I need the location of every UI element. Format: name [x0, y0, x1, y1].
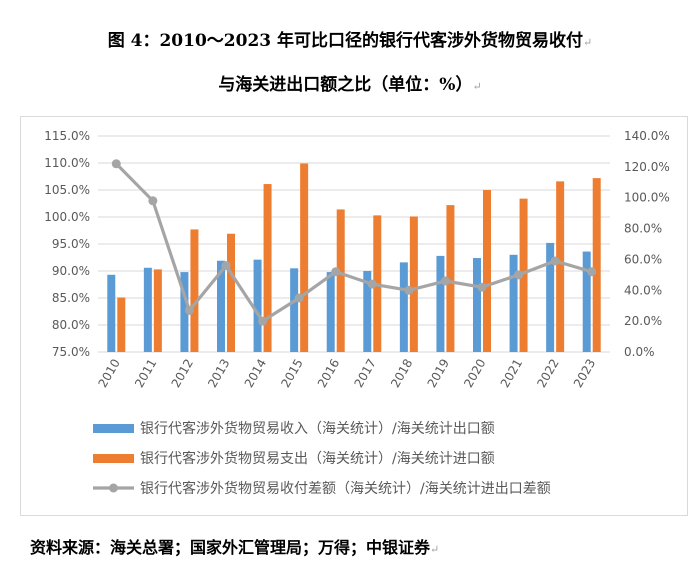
x-tick-label: 2017 — [351, 357, 378, 390]
y-right-tick-label: 60.0% — [624, 252, 662, 266]
x-tick-label: 2022 — [534, 357, 561, 390]
diff-point-2013 — [221, 261, 231, 271]
y-left-tick-label: 95.0% — [52, 237, 90, 251]
diff-point-2019 — [440, 276, 450, 286]
y-left-tick-label: 100.0% — [44, 210, 90, 224]
y-right-tick-label: 40.0% — [624, 283, 662, 297]
y-right-tick-label: 120.0% — [624, 160, 670, 174]
diff-point-2010 — [111, 159, 121, 169]
diff-series-line — [115, 162, 593, 324]
bar-income-2023 — [582, 251, 591, 352]
bar-expense-2011 — [153, 269, 162, 352]
diff-point-2011 — [148, 196, 158, 206]
diff-point-2017 — [367, 279, 377, 289]
bar-income-2019 — [436, 255, 445, 352]
diff-point-2022 — [550, 256, 560, 266]
diff-point-2016 — [331, 267, 341, 277]
bar-income-2021 — [509, 254, 518, 352]
y-right-tick-label: 20.0% — [624, 314, 662, 328]
legend: 银行代客涉外货物贸易收入（海关统计）/海关统计出口额银行代客涉外货物贸易支出（海… — [93, 420, 551, 497]
bar-income-2010 — [107, 274, 116, 352]
y-right-tick-label: 140.0% — [624, 129, 670, 143]
bar-income-2011 — [143, 267, 152, 352]
bar-income-2015 — [290, 268, 299, 352]
y-left-tick-label: 110.0% — [44, 156, 90, 170]
bar-income-2016 — [326, 272, 335, 352]
bar-expense-2023 — [592, 178, 601, 352]
bar-expense-2015 — [300, 163, 309, 352]
bar-income-2017 — [363, 271, 372, 352]
bar-income-2022 — [546, 242, 555, 352]
bar-expense-2010 — [117, 297, 126, 352]
diff-point-2021 — [514, 270, 524, 280]
legend-swatch-diff-marker — [109, 483, 118, 493]
bar-expense-2020 — [483, 190, 491, 352]
bar-expense-2019 — [446, 205, 455, 352]
diff-point-2014 — [258, 316, 268, 326]
diff-point-2015 — [294, 293, 304, 303]
bar-income-2018 — [399, 262, 408, 352]
bar-income-2012 — [180, 272, 189, 352]
chart-title-line-1: 图 4：2010～2023 年可比口径的银行代客涉外货物贸易收付↵ — [107, 31, 593, 51]
y-left-tick-label: 115.0% — [44, 129, 90, 143]
x-tick-label: 2014 — [242, 357, 269, 390]
legend-swatch-expense — [93, 454, 134, 463]
chart-frame — [20, 116, 688, 516]
bar-expense-2016 — [336, 209, 345, 352]
x-tick-label: 2020 — [461, 357, 488, 390]
y-left-tick-label: 80.0% — [52, 318, 90, 332]
x-axis: 2010 2011 2012 2013 2014 2015 2016 2017 2018 2019… — [95, 357, 598, 390]
bar-expense-2013 — [227, 233, 235, 352]
x-tick-label: 2018 — [388, 357, 415, 390]
y-left-tick-label: 105.0% — [44, 183, 90, 197]
diff-point-2012 — [184, 305, 194, 315]
x-tick-label: 2021 — [498, 357, 525, 390]
bar-income-2014 — [253, 259, 262, 352]
legend-swatch-income — [93, 424, 134, 433]
x-tick-label: 2019 — [425, 357, 452, 390]
x-tick-label: 2010 — [95, 357, 122, 390]
diff-point-2020 — [477, 282, 487, 292]
bar-expense-2018 — [409, 216, 418, 352]
y-right-tick-label: 80.0% — [624, 222, 662, 236]
y-right-tick-label: 100.0% — [624, 191, 670, 205]
y-left-tick-label: 85.0% — [52, 291, 90, 305]
x-tick-label: 2023 — [571, 357, 598, 390]
source-note: 资料来源：海关总署；国家外汇管理局；万得；中银证券↵ — [30, 538, 440, 557]
legend-label: 银行代客涉外货物贸易收付差额（海关统计）/海关统计进出口差额 — [140, 480, 551, 497]
y-left-tick-label: 75.0% — [52, 345, 90, 359]
legend-label: 银行代客涉外货物贸易收入（海关统计）/海关统计出口额 — [140, 420, 495, 437]
legend-label: 银行代客涉外货物贸易支出（海关统计）/海关统计进口额 — [140, 450, 495, 467]
x-tick-label: 2013 — [205, 357, 232, 390]
bar-expense-2012 — [190, 229, 199, 352]
chart-title-line-2: 与海关进出口额之比（单位：%）↵ — [218, 75, 482, 95]
diff-point-2018 — [404, 285, 414, 295]
gridlines — [98, 135, 610, 353]
bar-income-2020 — [473, 258, 481, 352]
x-tick-label: 2011 — [132, 357, 159, 390]
bar-income-2013 — [217, 260, 225, 352]
bar-expense-2014 — [263, 184, 272, 352]
y-right-tick-label: 0.0% — [624, 345, 655, 359]
bars — [107, 163, 601, 352]
y-left-tick-label: 90.0% — [52, 264, 90, 278]
bar-expense-2021 — [519, 198, 528, 352]
diff-line — [111, 159, 597, 326]
x-tick-label: 2015 — [278, 357, 305, 390]
x-tick-label: 2016 — [315, 357, 342, 390]
x-tick-label: 2012 — [169, 357, 196, 390]
diff-point-2023 — [587, 267, 597, 277]
bar-expense-2022 — [556, 181, 565, 352]
y-axis-left: 75.0% 80.0% 85.0% 90.0% 95.0% 100.0% 105.0% 110… — [44, 129, 90, 359]
y-axis-right: 0.0% 20.0% 40.0% 60.0% 80.0% 100.0% 120.0% 140.… — [624, 129, 670, 359]
